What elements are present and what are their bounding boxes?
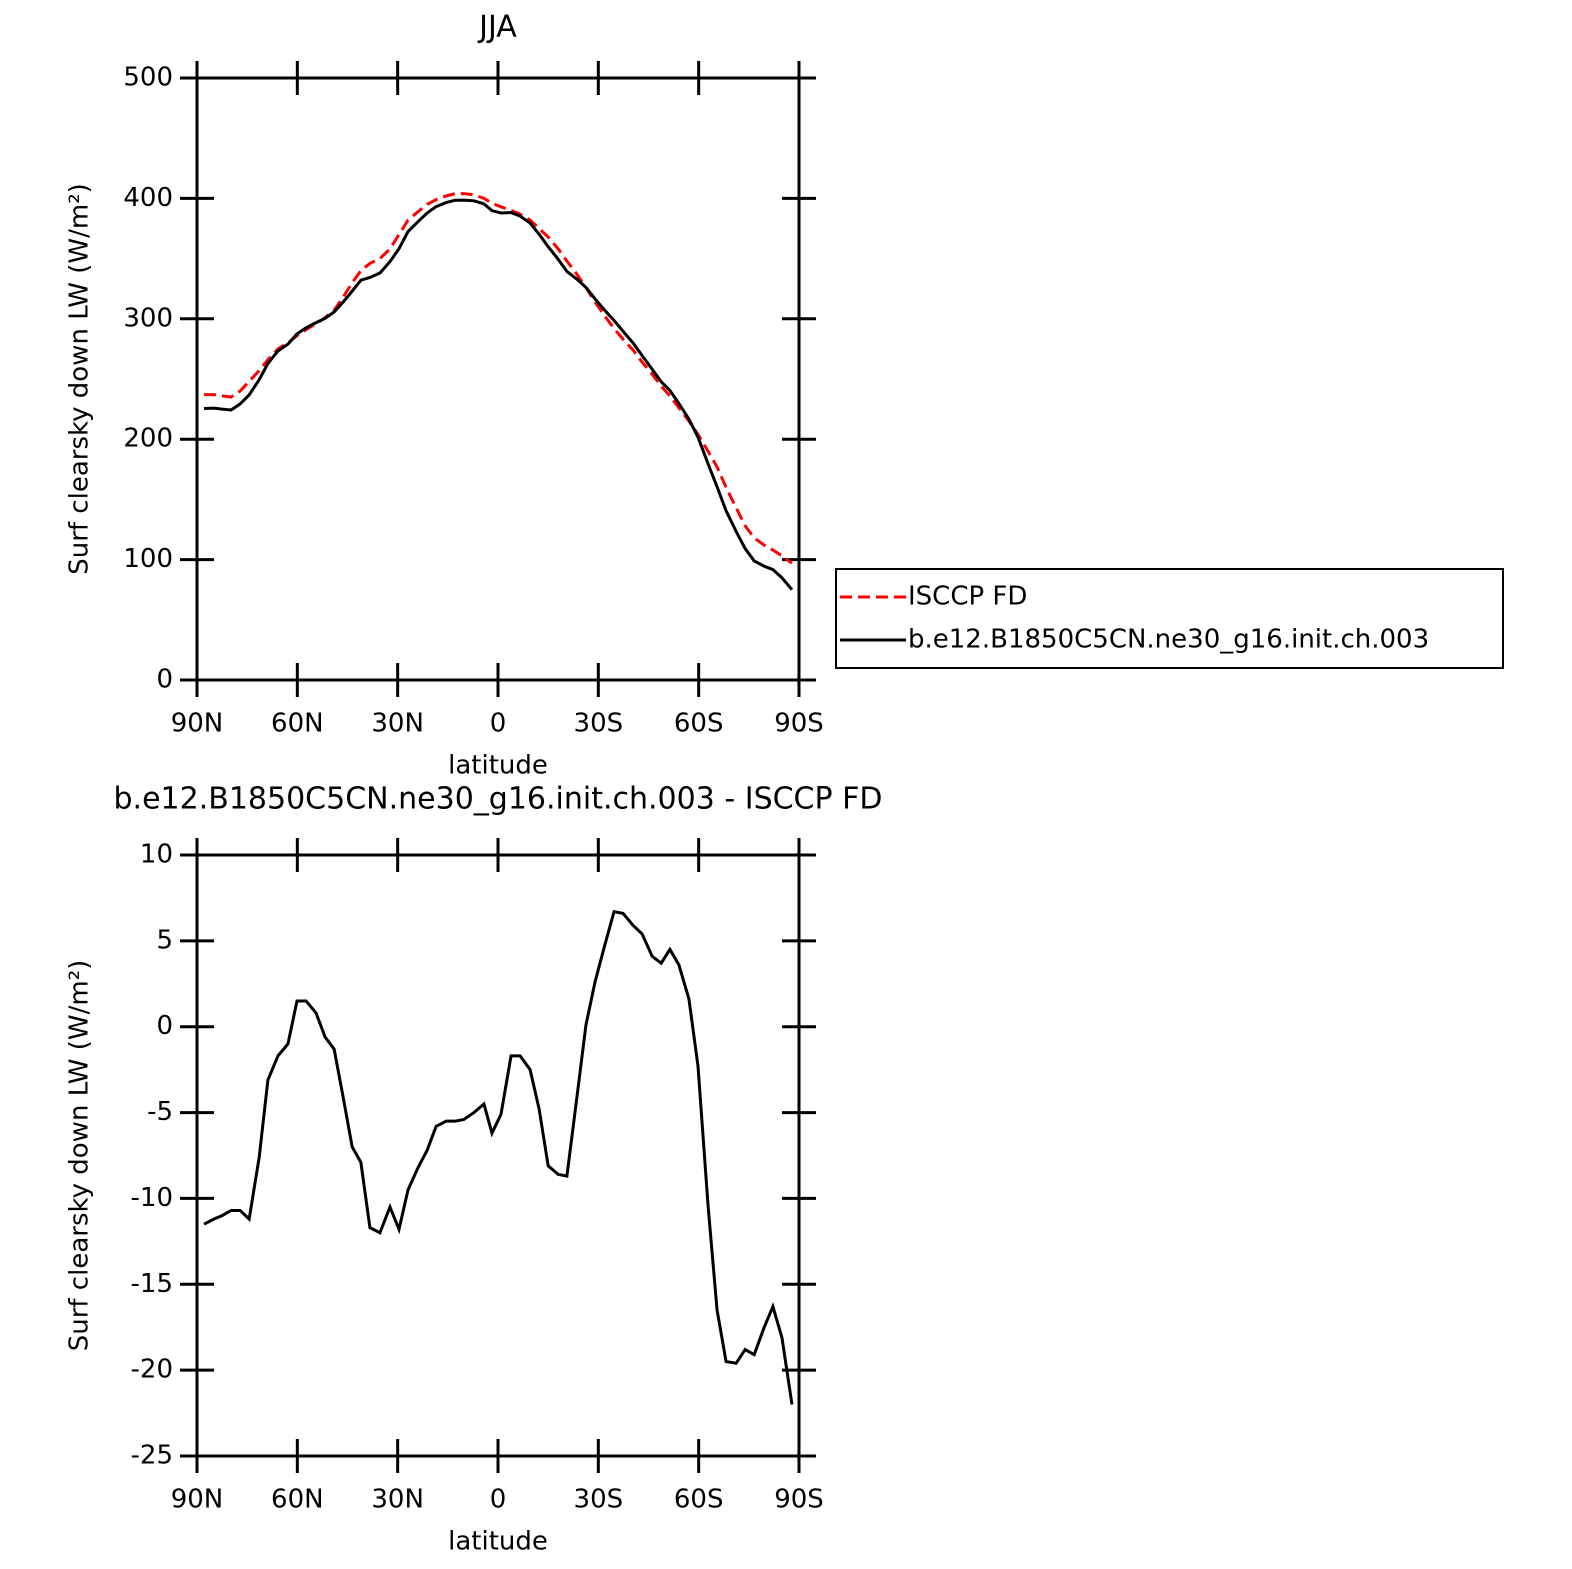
y-tick-label: 0 <box>156 1011 173 1041</box>
x-tick-label: 90N <box>171 709 224 739</box>
x-axis-label: latitude <box>448 1527 548 1557</box>
data-line <box>203 909 794 1405</box>
y-tick-label: -10 <box>131 1183 173 1213</box>
y-tick-label: -20 <box>131 1355 173 1385</box>
legend-label: b.e12.B1850C5CN.ne30_g16.init.ch.003 <box>908 625 1429 655</box>
y-tick-label: 10 <box>140 840 173 870</box>
y-tick-label: 400 <box>123 183 173 213</box>
y-axis-label: Surf clearsky down LW (W/m²) <box>65 960 95 1352</box>
x-tick-label: 30S <box>574 1485 624 1515</box>
y-tick-label: 300 <box>123 303 173 333</box>
y-tick-label: -25 <box>131 1441 173 1471</box>
y-tick-label: 5 <box>156 925 173 955</box>
x-tick-label: 90S <box>774 1485 824 1515</box>
x-tick-label: 30N <box>371 709 424 739</box>
x-tick-label: 60N <box>271 1485 324 1515</box>
legend-box <box>835 568 1504 669</box>
x-tick-label: 90N <box>171 1485 224 1515</box>
x-tick-label: 60N <box>271 709 324 739</box>
y-tick-label: -5 <box>147 1097 173 1127</box>
plot-frame <box>195 76 801 682</box>
y-tick-label: 500 <box>123 63 173 93</box>
y-tick-label: 0 <box>156 665 173 695</box>
x-axis-label: latitude <box>448 751 548 781</box>
data-line <box>203 198 794 591</box>
x-tick-label: 0 <box>490 1485 507 1515</box>
data-line <box>204 192 793 565</box>
y-tick-label: 200 <box>123 424 173 454</box>
x-tick-label: 90S <box>774 709 824 739</box>
plot-frame <box>195 853 801 1458</box>
x-tick-label: 30N <box>371 1485 424 1515</box>
x-tick-label: 60S <box>674 1485 724 1515</box>
chart-title: b.e12.B1850C5CN.ne30_g16.init.ch.003 - I… <box>114 782 883 817</box>
x-tick-label: 60S <box>674 709 724 739</box>
x-tick-label: 0 <box>490 709 507 739</box>
y-tick-label: 100 <box>123 544 173 574</box>
x-tick-label: 30S <box>574 709 624 739</box>
y-tick-label: -15 <box>131 1269 173 1299</box>
y-axis-label: Surf clearsky down LW (W/m²) <box>65 183 95 575</box>
legend-label: ISCCP FD <box>908 582 1027 612</box>
chart-title: JJA <box>477 10 517 45</box>
